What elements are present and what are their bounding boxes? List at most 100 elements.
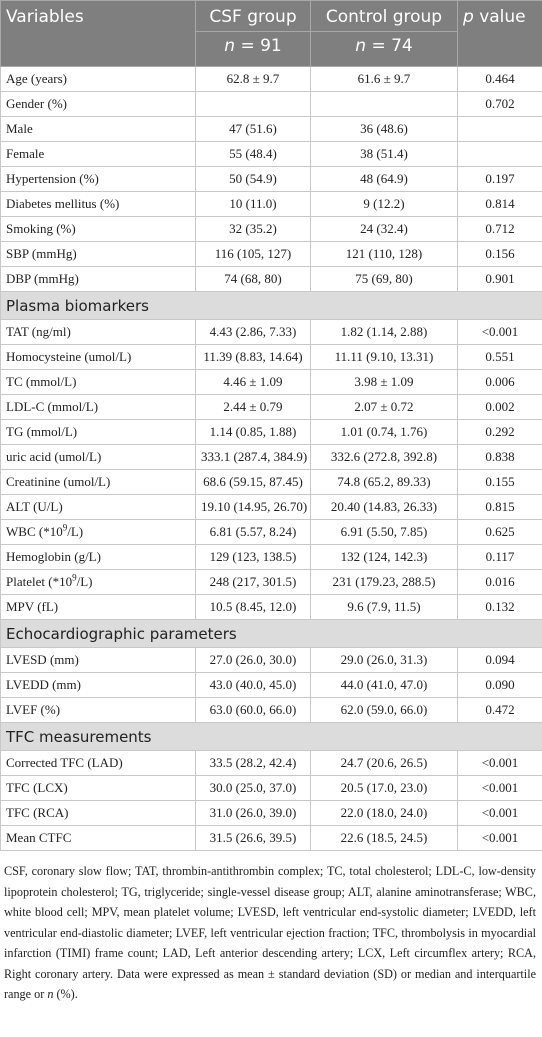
data-row: LVEDD (mm) 43.0 (40.0, 45.0) 44.0 (41.0, 4…: [0, 672, 542, 698]
value-cell: 0.815: [457, 494, 542, 520]
data-row: Smoking (%) 32 (35.2) 24 (32.4) 0.712: [0, 216, 542, 242]
value-cell: 2.44 ± 0.79: [195, 394, 311, 420]
value-cell: 20.5 (17.0, 23.0): [310, 775, 458, 801]
value-cell: 10.5 (8.45, 12.0): [195, 594, 311, 620]
italic-text: n: [224, 36, 236, 56]
variable-cell: SBP (mmHg): [0, 241, 196, 267]
section-title: Plasma biomarkers: [0, 291, 542, 320]
value-cell: 62.0 (59.0, 66.0): [310, 697, 458, 723]
text-part: WBC (*10: [6, 524, 63, 539]
italic-text: n: [47, 987, 54, 1001]
text-part: CSF, coronary slow flow; TAT, thrombin-a…: [4, 864, 536, 1001]
value-cell: 0.002: [457, 394, 542, 420]
value-cell: 62.8 ± 9.7: [195, 66, 311, 92]
value-cell: <0.001: [457, 800, 542, 826]
variable-cell: LVESD (mm): [0, 647, 196, 673]
value-cell: 20.40 (14.83, 26.33): [310, 494, 458, 520]
value-cell: 0.901: [457, 266, 542, 292]
value-cell: <0.001: [457, 319, 542, 345]
value-cell: 55 (48.4): [195, 141, 311, 167]
value-cell: 10 (11.0): [195, 191, 311, 217]
value-cell: 231 (179.23, 288.5): [310, 569, 458, 595]
data-row: Platelet (*109/L) 248 (217, 301.5) 231 (17…: [0, 569, 542, 595]
value-cell: <0.001: [457, 750, 542, 776]
value-cell: [195, 91, 311, 117]
footnote: CSF, coronary slow flow; TAT, thrombin-a…: [0, 851, 542, 1005]
data-row: Female 55 (48.4) 38 (51.4): [0, 141, 542, 167]
superscript: 9: [72, 572, 77, 583]
value-cell: 0.625: [457, 519, 542, 545]
variable-cell: Platelet (*109/L): [0, 569, 196, 595]
value-cell: 48 (64.9): [310, 166, 458, 192]
data-row: Age (years) 62.8 ± 9.7 61.6 ± 9.7 0.464: [0, 66, 542, 92]
column-header: Variables: [0, 0, 196, 67]
data-row: WBC (*109/L) 6.81 (5.57, 8.24) 6.91 (5.50,…: [0, 519, 542, 545]
value-cell: 1.82 (1.14, 2.88): [310, 319, 458, 345]
value-cell: 121 (110, 128): [310, 241, 458, 267]
value-cell: 0.712: [457, 216, 542, 242]
variable-cell: LVEDD (mm): [0, 672, 196, 698]
value-cell: 4.46 ± 1.09: [195, 369, 311, 395]
data-row: LVESD (mm) 27.0 (26.0, 30.0) 29.0 (26.0, 3…: [0, 647, 542, 673]
data-row: TFC (LCX) 30.0 (25.0, 37.0) 20.5 (17.0, 23…: [0, 775, 542, 801]
value-cell: 0.132: [457, 594, 542, 620]
data-row: TFC (RCA) 31.0 (26.0, 39.0) 22.0 (18.0, 24…: [0, 800, 542, 826]
value-cell: 0.156: [457, 241, 542, 267]
data-row: Diabetes mellitus (%) 10 (11.0) 9 (12.2) 0.…: [0, 191, 542, 217]
data-row: Mean CTFC 31.5 (26.6, 39.5) 22.6 (18.5, 24…: [0, 825, 542, 851]
value-cell: 24.7 (20.6, 26.5): [310, 750, 458, 776]
data-row: MPV (fL) 10.5 (8.45, 12.0) 9.6 (7.9, 11.5)…: [0, 594, 542, 620]
value-cell: 36 (48.6): [310, 116, 458, 142]
section-row: TFC measurements: [0, 722, 542, 751]
value-cell: 0.472: [457, 697, 542, 723]
value-cell: 6.91 (5.50, 7.85): [310, 519, 458, 545]
text-part: /L): [76, 574, 93, 589]
variable-cell: Age (years): [0, 66, 196, 92]
value-cell: 0.117: [457, 544, 542, 570]
data-row: TG (mmol/L) 1.14 (0.85, 1.88) 1.01 (0.74, …: [0, 419, 542, 445]
data-row: TC (mmol/L) 4.46 ± 1.09 3.98 ± 1.09 0.006: [0, 369, 542, 395]
value-cell: 0.016: [457, 569, 542, 595]
header-row: Variables CSF group Control group p value: [0, 0, 542, 67]
data-row: DBP (mmHg) 74 (68, 80) 75 (69, 80) 0.901: [0, 266, 542, 292]
data-row: Hemoglobin (g/L) 129 (123, 138.5) 132 (124…: [0, 544, 542, 570]
data-row: Creatinine (umol/L) 68.6 (59.15, 87.45) 74…: [0, 469, 542, 495]
data-row: Male 47 (51.6) 36 (48.6): [0, 116, 542, 142]
column-header: p value: [457, 0, 542, 67]
value-cell: 22.0 (18.0, 24.0): [310, 800, 458, 826]
value-cell: [310, 91, 458, 117]
value-cell: 63.0 (60.0, 66.0): [195, 697, 311, 723]
data-row: Hypertension (%) 50 (54.9) 48 (64.9) 0.197: [0, 166, 542, 192]
value-cell: 4.43 (2.86, 7.33): [195, 319, 311, 345]
variable-cell: TFC (LCX): [0, 775, 196, 801]
text-part: /L): [67, 524, 84, 539]
value-cell: 0.090: [457, 672, 542, 698]
value-cell: 0.155: [457, 469, 542, 495]
header-row: n = 91 n = 74: [1, 31, 542, 67]
variable-cell: Hemoglobin (g/L): [0, 544, 196, 570]
value-cell: 31.0 (26.0, 39.0): [195, 800, 311, 826]
value-cell: 2.07 ± 0.72: [310, 394, 458, 420]
section-title: Echocardiographic parameters: [0, 619, 542, 648]
value-cell: 31.5 (26.6, 39.5): [195, 825, 311, 851]
sample-size: n = 74: [310, 31, 458, 67]
value-cell: 38 (51.4): [310, 141, 458, 167]
value-cell: 0.702: [457, 91, 542, 117]
value-cell: 50 (54.9): [195, 166, 311, 192]
value-cell: 44.0 (41.0, 47.0): [310, 672, 458, 698]
value-cell: 332.6 (272.8, 392.8): [310, 444, 458, 470]
data-row: Corrected TFC (LAD) 33.5 (28.2, 42.4) 24.7…: [0, 750, 542, 776]
data-row: LVEF (%) 63.0 (60.0, 66.0) 62.0 (59.0, 66.…: [0, 697, 542, 723]
variable-cell: Mean CTFC: [0, 825, 196, 851]
value-cell: [457, 141, 542, 167]
value-cell: 9 (12.2): [310, 191, 458, 217]
value-cell: 0.551: [457, 344, 542, 370]
value-cell: 9.6 (7.9, 11.5): [310, 594, 458, 620]
text-part: (%).: [53, 987, 78, 1001]
value-cell: 61.6 ± 9.7: [310, 66, 458, 92]
value-cell: 43.0 (40.0, 45.0): [195, 672, 311, 698]
value-cell: 3.98 ± 1.09: [310, 369, 458, 395]
value-cell: 74.8 (65.2, 89.33): [310, 469, 458, 495]
